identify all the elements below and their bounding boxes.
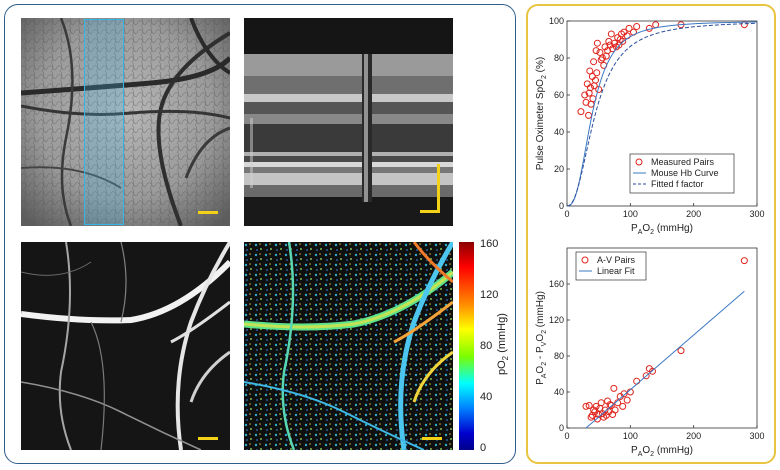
- colorbar-label-main: pO: [496, 360, 508, 375]
- legend-box: [575, 251, 647, 281]
- scale-bar-horizontal: [420, 210, 440, 213]
- data-point: [597, 56, 605, 64]
- oct-bscan-image: [244, 18, 453, 226]
- fundus-image: [21, 18, 230, 226]
- legend-marker: [581, 256, 589, 264]
- data-point: [611, 406, 619, 414]
- y-tick-label: 100: [549, 16, 564, 26]
- y-axis-label: Pulse Oximeter SpO2 (%): [535, 57, 548, 170]
- y-tick-label: 40: [554, 387, 564, 397]
- data-point: [597, 399, 605, 407]
- x-tick-label: 100: [623, 209, 638, 219]
- scale-bar-vertical: [437, 164, 440, 212]
- colorbar-tick: 80: [480, 340, 493, 352]
- data-point: [592, 402, 600, 410]
- legend-marker: [635, 158, 643, 166]
- legend-label: Fitted f factor: [651, 179, 704, 189]
- colorbar: [459, 242, 474, 450]
- data-point: [620, 390, 628, 398]
- data-point: [619, 37, 627, 45]
- data-point: [592, 76, 599, 84]
- y-tick-label: 0: [559, 201, 564, 211]
- data-point: [590, 58, 598, 66]
- y-tick-label: 0: [559, 423, 564, 433]
- x-tick-label: 0: [564, 209, 569, 219]
- legend-label: Linear Fit: [597, 266, 635, 276]
- data-point: [633, 23, 641, 31]
- y-tick-label: 80: [554, 351, 564, 361]
- y-tick-label: 80: [554, 53, 564, 63]
- data-point: [623, 396, 631, 404]
- data-point: [593, 39, 601, 47]
- scale-bar: [422, 437, 442, 440]
- data-point: [586, 67, 594, 75]
- x-tick-label: 300: [749, 431, 764, 441]
- x-axis-label: PAO2 (mmHg): [631, 445, 693, 458]
- data-point: [611, 39, 618, 47]
- data-point: [598, 54, 606, 62]
- colorbar-label: pO2 (mmHg): [496, 313, 510, 375]
- data-point: [619, 402, 627, 410]
- data-point: [677, 347, 685, 355]
- scale-bar: [198, 437, 218, 440]
- data-point: [586, 84, 594, 92]
- y-tick-label: 160: [549, 279, 564, 289]
- data-point: [607, 402, 615, 409]
- colorbar-tick: 160: [480, 238, 499, 250]
- legend-box: [629, 153, 735, 194]
- y-tick-label: 120: [549, 315, 564, 325]
- x-tick-label: 100: [623, 431, 638, 441]
- data-point: [585, 402, 593, 409]
- data-point: [610, 384, 618, 392]
- data-point: [642, 372, 650, 380]
- data-point: [593, 69, 601, 77]
- x-tick-label: 200: [686, 431, 701, 441]
- data-point: [607, 30, 615, 38]
- data-point: [625, 24, 633, 32]
- fluorescein-angiogram-image: [21, 242, 230, 450]
- scale-bar: [198, 211, 218, 214]
- x-axis-label: PAO2 (mmHg): [631, 223, 693, 234]
- hb-curve: [566, 21, 758, 207]
- data-point: [581, 91, 589, 99]
- x-tick-label: 200: [686, 209, 701, 219]
- fitted-curve: [566, 22, 758, 207]
- colorbar-tick: 120: [480, 289, 499, 301]
- data-point: [587, 413, 595, 421]
- data-point: [649, 367, 656, 375]
- colorbar-tick: 0: [480, 442, 487, 454]
- legend-label: Measured Pairs: [651, 157, 715, 167]
- data-point: [596, 48, 604, 56]
- y-tick-label: 40: [554, 127, 564, 137]
- av-difference-chart: 0 100 200 300 0 40 80 120 160 PAO2 (mmHg) PAO2 - P…: [535, 247, 765, 458]
- spo2-chart: 0 100 200 300 0 20 40 60 80 100 PAO2 (mmHg) Pulse O…: [535, 16, 765, 234]
- colorbar-tick: 40: [480, 391, 493, 403]
- colorbar-label-unit: (mmHg): [496, 313, 508, 356]
- y-tick-label: 60: [554, 90, 564, 100]
- data-point: [740, 257, 748, 265]
- x-tick-label: 0: [564, 431, 569, 441]
- selection-rectangle[interactable]: [84, 19, 124, 225]
- data-point: [582, 402, 590, 410]
- data-point: [593, 415, 601, 423]
- fit-line: [585, 290, 745, 429]
- legend-label: A-V Pairs: [597, 255, 636, 265]
- y-tick-label: 20: [554, 164, 564, 174]
- x-tick-label: 300: [749, 209, 764, 219]
- colorbar-label-sub: 2: [501, 355, 511, 361]
- po2-map-image: [244, 242, 453, 450]
- legend-label: Mouse Hb Curve: [651, 168, 719, 178]
- data-point: [577, 108, 585, 116]
- y-axis-label: PAO2 - PVO2 (mmHg): [535, 291, 548, 385]
- data-point: [592, 47, 600, 55]
